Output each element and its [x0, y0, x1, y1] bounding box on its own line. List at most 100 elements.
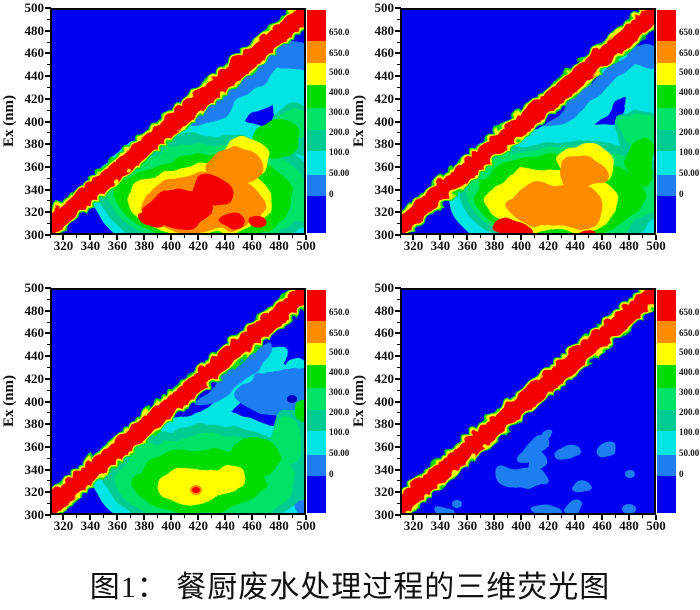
- eem-contour-svg: [50, 8, 306, 235]
- colorbar-segment: [307, 431, 326, 455]
- x-tick-mark: [412, 515, 415, 520]
- x-tick-label: 380: [134, 518, 155, 533]
- colorbar-label: 50.00: [679, 168, 700, 178]
- y-minor-tick-mark: [397, 223, 401, 225]
- x-tick-label: 400: [161, 238, 182, 253]
- colorbar-segment: [657, 85, 676, 108]
- y-minor-tick-mark: [397, 41, 401, 43]
- x-minor-tick-mark: [265, 235, 267, 238]
- x-minor-tick-mark: [211, 515, 213, 518]
- colorbar-segment: [657, 175, 676, 196]
- colorbar-label: 100.0: [679, 147, 700, 157]
- y-minor-tick-mark: [397, 366, 401, 368]
- x-tick-mark: [143, 235, 146, 240]
- y-minor-tick-mark: [47, 18, 51, 20]
- colorbar-label: 50.00: [329, 168, 350, 178]
- y-tick-label: 400: [24, 393, 45, 409]
- x-tick-mark: [439, 235, 442, 240]
- colorbar-segment: [307, 321, 326, 343]
- y-tick-label: 300: [374, 507, 395, 522]
- y-tick-label: 460: [24, 45, 45, 61]
- y-tick-mark: [395, 52, 401, 55]
- y-tick-label: 380: [24, 416, 45, 432]
- y-minor-tick-mark: [47, 155, 51, 157]
- x-minor-tick-mark: [561, 515, 563, 518]
- x-minor-tick-mark: [534, 515, 536, 518]
- y-minor-tick-mark: [397, 155, 401, 157]
- x-tick-label: 500: [646, 518, 666, 533]
- colorbar-label: 650.0: [329, 328, 350, 338]
- x-tick-mark: [224, 515, 227, 520]
- y-tick-mark: [395, 234, 401, 236]
- x-tick-label: 340: [430, 238, 451, 253]
- y-tick-mark: [45, 445, 51, 448]
- y-tick-mark: [45, 120, 51, 123]
- colorbar-label: 500.0: [329, 67, 350, 77]
- x-tick-mark: [493, 235, 496, 240]
- colorbar-label: 650.0: [679, 328, 700, 338]
- y-tick-mark: [45, 514, 51, 516]
- eem-panel-bottom-left: Ex (nm) 320 340 360 380 400 420 440 460 480 500 500…: [0, 280, 350, 560]
- y-tick-label: 440: [374, 348, 395, 364]
- x-tick-mark: [466, 235, 469, 240]
- y-tick-mark: [45, 75, 51, 78]
- colorbar-segment: [307, 410, 326, 431]
- colorbar-segment: [307, 130, 326, 151]
- colorbar-segment: [657, 130, 676, 151]
- x-tick-label: 380: [134, 238, 155, 253]
- y-minor-tick-mark: [47, 344, 51, 346]
- y-minor-tick-mark: [397, 298, 401, 300]
- colorbar-label: 650.0: [329, 48, 350, 58]
- x-tick-mark: [628, 235, 631, 240]
- x-minor-tick-mark: [292, 235, 294, 238]
- x-tick-mark: [574, 515, 577, 520]
- colorbar-segment: [307, 388, 326, 410]
- y-tick-label: 340: [374, 181, 395, 197]
- colorbar: [657, 290, 676, 513]
- y-minor-tick-mark: [397, 480, 401, 482]
- x-minor-tick-mark: [103, 515, 105, 518]
- x-tick-label: 340: [430, 518, 451, 533]
- x-minor-tick-mark: [426, 235, 428, 238]
- x-minor-tick-mark: [399, 515, 401, 518]
- y-tick-mark: [395, 355, 401, 358]
- x-minor-tick-mark: [642, 515, 644, 518]
- x-tick-label: 460: [592, 518, 612, 533]
- colorbar-segment: [307, 365, 326, 388]
- y-minor-tick-mark: [397, 109, 401, 111]
- x-minor-tick-mark: [49, 515, 51, 518]
- x-minor-tick-mark: [211, 235, 213, 238]
- colorbar-label: 650.0: [679, 307, 700, 317]
- y-tick-label: 340: [24, 461, 45, 477]
- colorbar-label: 0: [679, 469, 684, 479]
- figure-caption: 图1： 餐厨废水处理过程的三维荧光图: [89, 571, 611, 604]
- x-tick-mark: [547, 515, 550, 520]
- x-tick-mark: [278, 515, 281, 520]
- x-tick-label: 400: [511, 238, 532, 253]
- y-tick-mark: [395, 468, 401, 471]
- y-tick-mark: [45, 287, 51, 289]
- y-minor-tick-mark: [47, 389, 51, 391]
- y-tick-label: 340: [374, 461, 395, 477]
- colorbar-label: 400.0: [679, 367, 700, 377]
- colorbar-segment: [657, 151, 676, 175]
- x-tick-mark: [89, 515, 92, 520]
- y-tick-label: 360: [24, 158, 45, 174]
- x-tick-label: 420: [188, 238, 208, 253]
- x-tick-mark: [251, 515, 254, 520]
- colorbar-label: 650.0: [679, 48, 700, 58]
- x-tick-label: 320: [53, 518, 74, 533]
- x-minor-tick-mark: [615, 515, 617, 518]
- x-tick-mark: [466, 515, 469, 520]
- colorbar-label: 500.0: [679, 67, 700, 77]
- colorbar-segment: [657, 388, 676, 410]
- y-minor-tick-mark: [47, 64, 51, 66]
- y-tick-mark: [395, 120, 401, 123]
- colorbar: [657, 10, 676, 233]
- y-tick-label: 400: [374, 393, 395, 409]
- x-tick-mark: [412, 235, 415, 240]
- colorbar-segment: [657, 343, 676, 365]
- x-tick-mark: [278, 235, 281, 240]
- y-tick-label: 320: [374, 204, 395, 220]
